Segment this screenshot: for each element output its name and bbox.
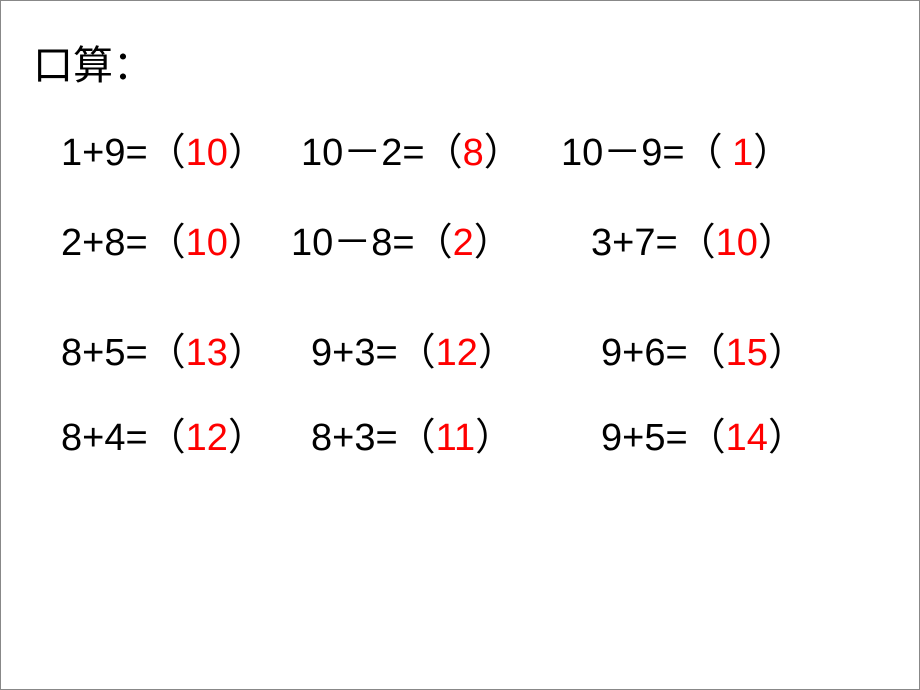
- problem-text: 8+5=: [61, 332, 148, 374]
- problem-text: 2+8=: [61, 222, 148, 264]
- answer-text: 15: [726, 332, 768, 374]
- right-paren: ）: [484, 132, 522, 174]
- right-paren: ）: [753, 132, 791, 174]
- problem-text: 10－9=: [561, 132, 685, 174]
- answer-text: 8: [463, 132, 484, 174]
- problem-cell: 10－2=（8）: [301, 121, 522, 176]
- problem-text: 9+5=: [601, 417, 688, 459]
- problem-text: 3+7=: [591, 222, 678, 264]
- right-paren: ）: [768, 417, 806, 459]
- right-paren: ）: [768, 332, 806, 374]
- right-paren: ）: [758, 222, 796, 264]
- problem-row: 2+8=（10） 10－8=（2） 3+7=（10）: [1, 211, 920, 271]
- problem-cell: 10－8=（2）: [291, 211, 512, 266]
- left-paren: （: [148, 132, 186, 174]
- problem-cell: 9+3=（12）: [311, 321, 516, 376]
- problem-text: 1+9=: [61, 132, 148, 174]
- left-paren: （: [688, 417, 726, 459]
- right-paren: ）: [228, 332, 266, 374]
- problem-cell: 8+4=（12）: [61, 406, 266, 461]
- answer-text: 13: [186, 332, 228, 374]
- answer-text: 10: [716, 222, 758, 264]
- problem-cell: 9+5=（14）: [601, 406, 806, 461]
- answer-text: 1: [732, 132, 753, 174]
- left-paren: （: [148, 417, 186, 459]
- answer-text: 14: [726, 417, 768, 459]
- left-paren: （: [425, 132, 463, 174]
- right-paren: ）: [475, 417, 513, 459]
- answer-text: 12: [436, 332, 478, 374]
- answer-text: 11: [436, 417, 475, 459]
- problem-text: 9+3=: [311, 332, 398, 374]
- answer-text: 10: [186, 222, 228, 264]
- problem-text: 10－2=: [301, 132, 425, 174]
- right-paren: ）: [474, 222, 512, 264]
- right-paren: ）: [228, 132, 266, 174]
- problem-text: 9+6=: [601, 332, 688, 374]
- left-paren: （: [398, 417, 436, 459]
- left-paren: （: [678, 222, 716, 264]
- problem-cell: 8+3=（11）: [311, 406, 513, 461]
- problem-text: 8+4=: [61, 417, 148, 459]
- left-paren: （: [415, 222, 453, 264]
- problem-text: 10－8=: [291, 222, 415, 264]
- answer-text: 10: [186, 132, 228, 174]
- problem-text: 8+3=: [311, 417, 398, 459]
- problem-row: 8+4=（12） 8+3=（11） 9+5=（14）: [1, 406, 920, 466]
- right-paren: ）: [228, 222, 266, 264]
- problem-cell: 9+6=（15）: [601, 321, 806, 376]
- left-paren: （: [148, 332, 186, 374]
- problem-cell: 10－9=（ 1）: [561, 121, 791, 176]
- problem-row: 1+9=（10） 10－2=（8） 10－9=（ 1）: [1, 121, 920, 181]
- right-paren: ）: [478, 332, 516, 374]
- problem-row: 8+5=（13） 9+3=（12） 9+6=（15）: [1, 321, 920, 381]
- left-paren: （: [685, 132, 733, 174]
- problem-cell: 3+7=（10）: [591, 211, 796, 266]
- problem-cell: 1+9=（10）: [61, 121, 266, 176]
- right-paren: ）: [228, 417, 266, 459]
- answer-text: 12: [186, 417, 228, 459]
- problem-cell: 2+8=（10）: [61, 211, 266, 266]
- left-paren: （: [398, 332, 436, 374]
- page-title: 口算：: [33, 33, 153, 91]
- worksheet-page: 口算： 1+9=（10） 10－2=（8） 10－9=（ 1） 2+8=（10）…: [0, 0, 920, 690]
- problem-cell: 8+5=（13）: [61, 321, 266, 376]
- answer-text: 2: [453, 222, 474, 264]
- left-paren: （: [688, 332, 726, 374]
- left-paren: （: [148, 222, 186, 264]
